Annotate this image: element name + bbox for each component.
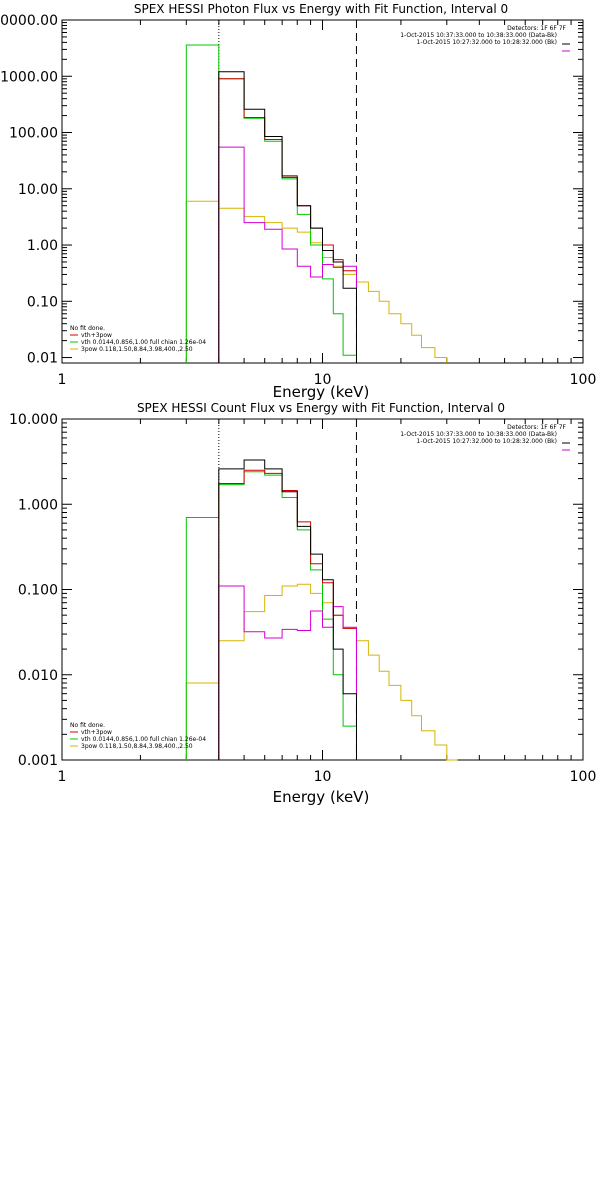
y-tick-label: 1.000 xyxy=(18,497,58,513)
legend-entry: vth+3pow xyxy=(81,332,112,339)
series-step-line xyxy=(218,71,357,363)
y-tick-label: 1.00 xyxy=(27,238,58,254)
detectors-info: Detectors: 1F 6F 7F xyxy=(507,424,566,431)
background-interval-info: 1-Oct-2015 10:27:32.000 to 10:28:32.000 … xyxy=(417,438,558,445)
y-tick-label: 1000.00 xyxy=(0,69,58,85)
series-step-line xyxy=(218,146,357,363)
x-tick-label: 1 xyxy=(58,769,67,785)
y-tick-label: 10.000 xyxy=(9,412,58,428)
x-tick-label: 100 xyxy=(570,769,597,785)
count-flux-chart: SPEX HESSI Count Flux vs Energy with Fit… xyxy=(9,401,596,806)
legend-entry: No fit done. xyxy=(70,722,105,729)
series-step-line xyxy=(185,200,448,363)
detectors-info: Detectors: 1F 6F 7F xyxy=(507,25,566,32)
legend-entry: vth 0.0144,0.856,1.00 full chian 1.26e-0… xyxy=(81,339,206,346)
legend-entry: vth+3pow xyxy=(81,729,112,736)
background-interval-info: 1-Oct-2015 10:27:32.000 to 10:28:32.000 … xyxy=(417,39,558,46)
y-tick-label: 10.00 xyxy=(18,182,58,198)
y-tick-label: 0.10 xyxy=(27,294,58,310)
x-axis-label: Energy (keV) xyxy=(273,788,370,806)
x-tick-label: 10 xyxy=(314,372,332,388)
photon-flux-chart: SPEX HESSI Photon Flux vs Energy with Fi… xyxy=(0,2,596,401)
y-tick-label: 0.001 xyxy=(18,753,58,769)
plot-frame xyxy=(61,19,584,364)
series-step-line xyxy=(218,459,357,760)
legend-entry: 3pow 0.118,1.50,8.84,3.98,400.,2.50 xyxy=(81,346,193,353)
plot-area: 0.01 0.10 1.00 10.00 100.00 1000.00 10000.00 1 1… xyxy=(0,13,596,388)
series-step-line xyxy=(185,44,357,363)
y-tick-label: 100.00 xyxy=(9,126,58,142)
x-tick-label: 1 xyxy=(58,372,67,388)
series-step-line xyxy=(218,78,357,363)
chart-title: SPEX HESSI Count Flux vs Energy with Fit… xyxy=(137,401,505,415)
data-interval-info: 1-Oct-2015 10:37:33.000 to 10:38:33.000 … xyxy=(400,32,557,39)
x-axis-label: Energy (keV) xyxy=(273,383,370,401)
series-step-line xyxy=(218,585,357,760)
data-interval-info: 1-Oct-2015 10:37:33.000 to 10:38:33.000 … xyxy=(400,431,557,438)
series-step-line xyxy=(185,471,357,760)
legend-entry: vth 0.0144,0.856,1.00 full chian 1.26e-0… xyxy=(81,736,206,743)
series-step-line xyxy=(218,469,357,760)
y-tick-label: 10000.00 xyxy=(0,13,58,29)
y-tick-label: 0.100 xyxy=(18,583,58,599)
legend-entry: No fit done. xyxy=(70,325,105,332)
plot-area: 0.001 0.010 0.100 1.000 10.000 1 10 100 No fit d… xyxy=(9,412,596,785)
y-tick-label: 0.010 xyxy=(18,668,58,684)
legend-entry: 3pow 0.118,1.50,8.84,3.98,400.,2.50 xyxy=(81,743,193,750)
x-tick-label: 10 xyxy=(314,769,332,785)
chart-title: SPEX HESSI Photon Flux vs Energy with Fi… xyxy=(134,2,508,16)
x-tick-label: 100 xyxy=(570,372,597,388)
y-tick-label: 0.01 xyxy=(27,351,58,367)
